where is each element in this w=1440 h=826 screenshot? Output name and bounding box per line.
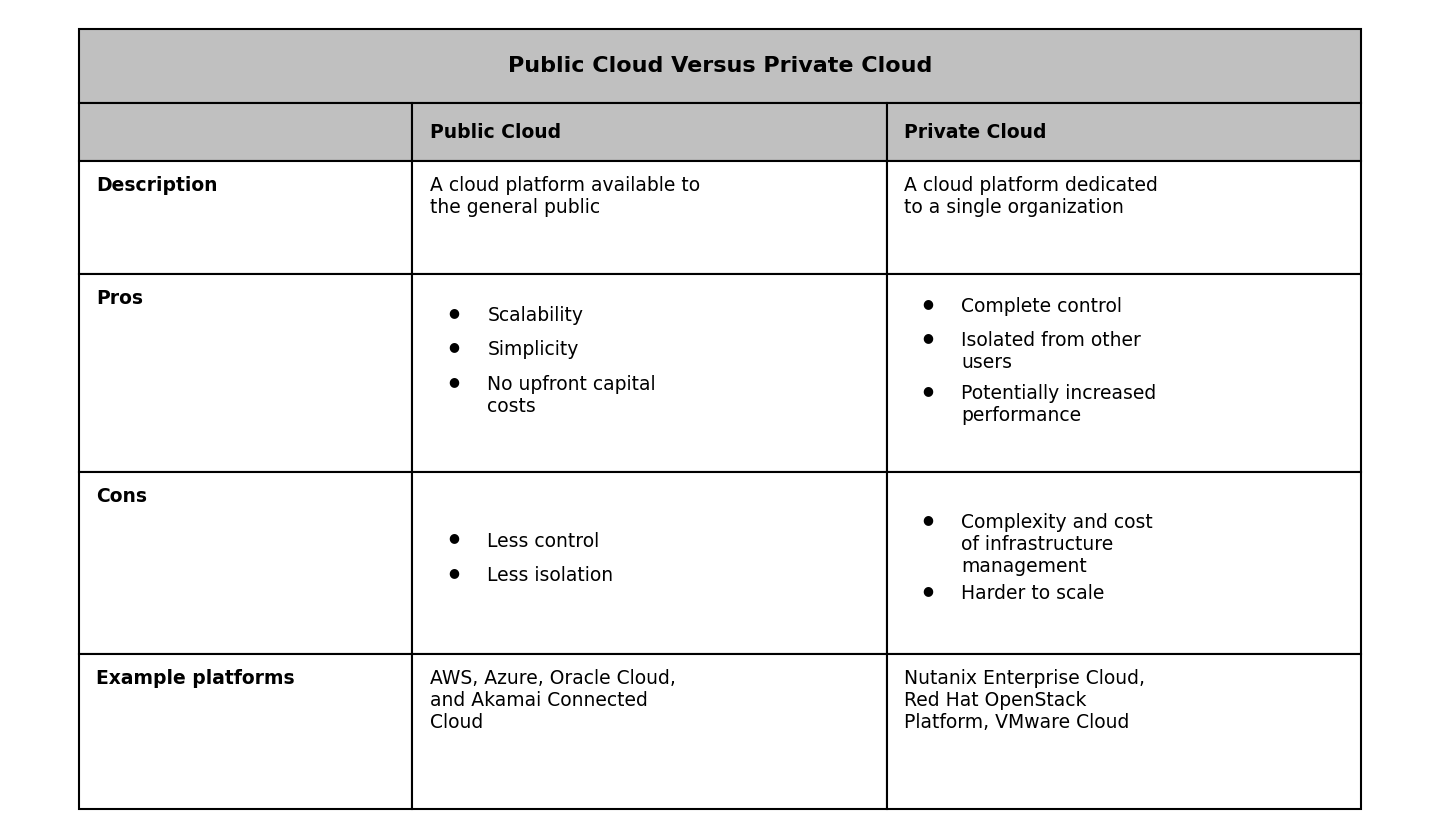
Text: Cons: Cons xyxy=(96,487,147,506)
Text: Complexity and cost
of infrastructure
management: Complexity and cost of infrastructure ma… xyxy=(962,514,1153,577)
Bar xyxy=(887,654,1361,809)
Bar xyxy=(79,472,412,654)
Text: Public Cloud: Public Cloud xyxy=(429,122,560,142)
Text: AWS, Azure, Oracle Cloud,
and Akamai Connected
Cloud: AWS, Azure, Oracle Cloud, and Akamai Con… xyxy=(429,669,675,732)
Bar xyxy=(412,103,887,161)
Text: ●: ● xyxy=(923,514,933,526)
Text: Simplicity: Simplicity xyxy=(487,340,579,359)
Text: Harder to scale: Harder to scale xyxy=(962,585,1104,604)
Text: A cloud platform dedicated
to a single organization: A cloud platform dedicated to a single o… xyxy=(904,176,1158,217)
Bar xyxy=(79,29,1361,103)
Bar xyxy=(79,103,412,161)
Text: Potentially increased
performance: Potentially increased performance xyxy=(962,384,1156,425)
Text: ●: ● xyxy=(448,306,459,319)
Text: Scalability: Scalability xyxy=(487,306,583,325)
Text: Nutanix Enterprise Cloud,
Red Hat OpenStack
Platform, VMware Cloud: Nutanix Enterprise Cloud, Red Hat OpenSt… xyxy=(904,669,1145,732)
Text: A cloud platform available to
the general public: A cloud platform available to the genera… xyxy=(429,176,700,217)
Text: Less isolation: Less isolation xyxy=(487,567,613,586)
Text: Less control: Less control xyxy=(487,532,599,551)
Text: ●: ● xyxy=(923,585,933,597)
Text: ●: ● xyxy=(448,532,459,544)
Text: Isolated from other
users: Isolated from other users xyxy=(962,331,1142,373)
Text: ●: ● xyxy=(448,340,459,354)
Bar xyxy=(79,161,412,273)
Text: ●: ● xyxy=(923,331,933,344)
Bar xyxy=(79,273,412,472)
Text: Complete control: Complete control xyxy=(962,297,1123,316)
Text: Private Cloud: Private Cloud xyxy=(904,122,1047,142)
Text: Description: Description xyxy=(96,176,217,195)
Bar xyxy=(412,273,887,472)
Text: ●: ● xyxy=(448,567,459,579)
Text: Example platforms: Example platforms xyxy=(96,669,295,688)
Bar xyxy=(412,472,887,654)
Bar xyxy=(887,103,1361,161)
Bar xyxy=(412,161,887,273)
Bar xyxy=(79,654,412,809)
Text: Pros: Pros xyxy=(96,288,144,307)
Text: ●: ● xyxy=(923,384,933,397)
Text: No upfront capital
costs: No upfront capital costs xyxy=(487,375,657,416)
Bar xyxy=(887,161,1361,273)
Text: ●: ● xyxy=(448,375,459,388)
Text: ●: ● xyxy=(923,297,933,310)
Bar xyxy=(412,654,887,809)
Bar xyxy=(887,273,1361,472)
Text: Public Cloud Versus Private Cloud: Public Cloud Versus Private Cloud xyxy=(508,56,932,76)
Bar xyxy=(887,472,1361,654)
